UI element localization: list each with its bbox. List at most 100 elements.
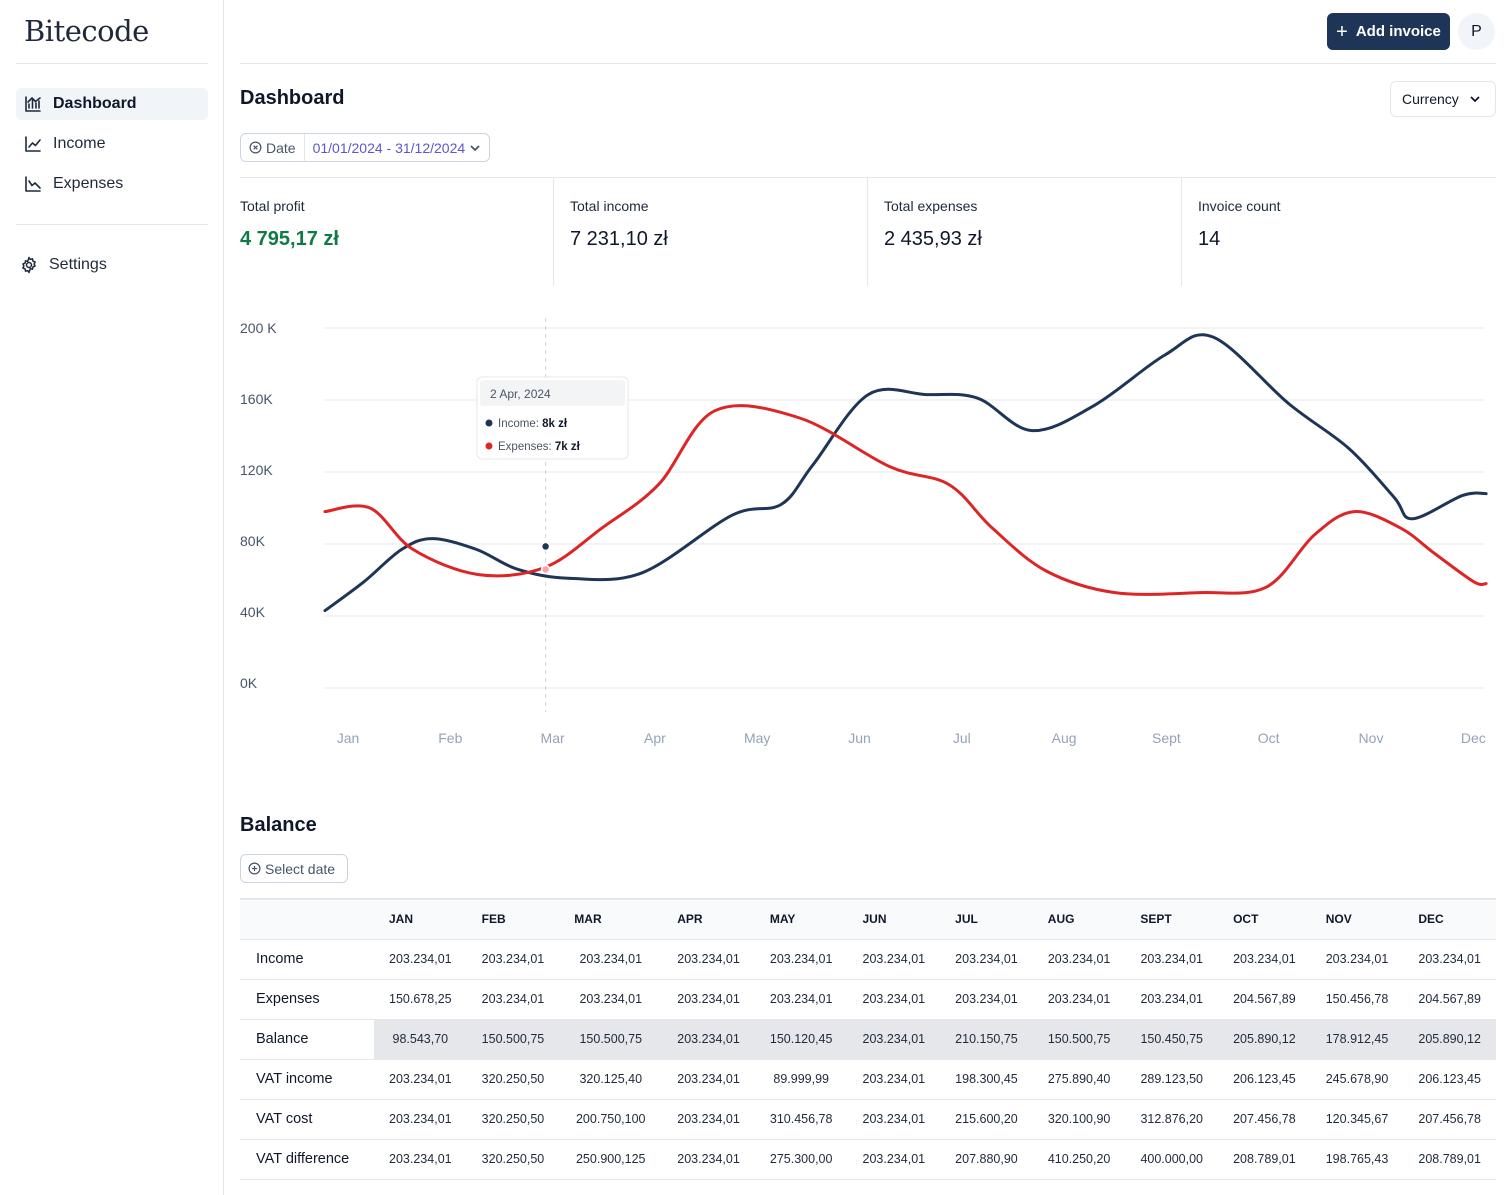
table-cell: 198.300,45: [940, 1059, 1033, 1100]
y-tick-label: 120K: [240, 462, 273, 478]
date-filter: Date 01/01/2024 - 31/12/2024: [240, 133, 491, 162]
stat-label: Invoice count: [1198, 198, 1281, 214]
column-header: MAR: [559, 898, 663, 940]
table-cell: 410.250,20: [1032, 1139, 1126, 1180]
currency-select[interactable]: Currency: [1390, 81, 1496, 117]
date-filter-label: Date: [266, 139, 296, 156]
sidebar-item-label: Dashboard: [53, 95, 137, 112]
table-cell: 203.234,01: [1125, 939, 1219, 980]
table-cell: 204.567,89: [1403, 979, 1496, 1020]
table-cell: 205.890,12: [1403, 1019, 1496, 1060]
tooltip-item-value: 8k zł: [542, 418, 568, 430]
sidebar-item-dashboard[interactable]: Dashboard: [16, 88, 208, 120]
stat-value: 4 795,17 zł: [240, 228, 339, 250]
gear-icon: [22, 256, 36, 274]
sidebar-item-settings[interactable]: Settings: [12, 249, 204, 281]
table-cell: 275.890,40: [1032, 1059, 1126, 1100]
table-cell: 400.000,00: [1125, 1139, 1219, 1180]
table-cell: 203.234,01: [559, 939, 663, 980]
income-hover-point: [540, 541, 551, 552]
table-cell: 120.345,67: [1310, 1099, 1404, 1140]
close-circle-icon: [249, 141, 262, 154]
table-cell: 320.250,50: [466, 1059, 560, 1100]
avatar[interactable]: P: [1458, 13, 1495, 50]
table-row: VAT difference 203.234,01 320.250,50 250.90…: [240, 1139, 1496, 1180]
sidebar-item-income[interactable]: Income: [16, 128, 208, 160]
table-cell: 150.450,75: [1125, 1019, 1219, 1060]
table-cell: 203.234,01: [1125, 979, 1219, 1020]
table-cell: 203.234,01: [662, 1019, 755, 1060]
date-range-value: 01/01/2024 - 31/12/2024: [312, 139, 466, 156]
table-cell: 206.123,45: [1218, 1059, 1311, 1100]
table-cell: 250.900,125: [559, 1139, 663, 1180]
column-header: FEB: [466, 898, 560, 940]
table-cell: 310.456,78: [754, 1099, 848, 1140]
table-cell: 150.500,75: [559, 1019, 663, 1060]
x-tick-label: Jun: [848, 730, 871, 746]
y-tick-label: 160K: [240, 391, 273, 407]
table-cell: 206.123,45: [1403, 1059, 1496, 1100]
row-label: Income: [240, 939, 374, 980]
tooltip-header: [480, 380, 625, 406]
x-tick-label: Oct: [1258, 730, 1280, 746]
row-label: Expenses: [240, 979, 374, 1020]
date-range-select[interactable]: 01/01/2024 - 31/12/2024: [305, 134, 490, 161]
tooltip-legend-dot: [485, 419, 493, 427]
row-label: Balance: [240, 1019, 374, 1060]
table-cell: 203.234,01: [662, 1059, 755, 1100]
table-cell: 203.234,01: [1218, 939, 1311, 980]
table-cell: 320.100,90: [1032, 1099, 1126, 1140]
table-cell: 215.600,20: [940, 1099, 1033, 1140]
currency-label: Currency: [1402, 91, 1459, 107]
table-cell: 198.765,43: [1310, 1139, 1404, 1180]
table-cell: 203.234,01: [662, 1139, 755, 1180]
tooltip-legend-dot: [485, 442, 493, 450]
table-cell: 203.234,01: [374, 1059, 467, 1100]
sidebar-item-expenses[interactable]: Expenses: [16, 168, 208, 200]
x-tick-label: Sept: [1152, 730, 1181, 746]
table-cell: 203.234,01: [662, 979, 755, 1020]
sidebar-divider: [16, 224, 208, 225]
sidebar-item-label: Expenses: [53, 175, 124, 192]
column-header: NOV: [1310, 898, 1404, 940]
table-cell: 203.234,01: [1032, 979, 1126, 1020]
column-header: DEC: [1403, 898, 1496, 940]
column-header: AUG: [1032, 898, 1126, 940]
column-header: JUL: [940, 898, 1033, 940]
table-cell: 208.789,01: [1403, 1139, 1496, 1180]
balance-title: Balance: [240, 814, 317, 836]
table-cell: 150.678,25: [374, 979, 467, 1020]
select-date-button[interactable]: Select date: [240, 854, 348, 883]
column-header: SEPT: [1125, 898, 1219, 940]
chart-bars-icon: [25, 96, 41, 112]
table-cell: 275.300,00: [754, 1139, 848, 1180]
tooltip-item-name: Expenses:: [498, 441, 555, 453]
table-cell: 204.567,89: [1218, 979, 1311, 1020]
table-cell: 203.234,01: [940, 979, 1033, 1020]
stat-value: 14: [1198, 228, 1221, 250]
page-title: Dashboard: [240, 87, 345, 109]
x-tick-label: Jul: [953, 730, 971, 746]
table-cell: 98.543,70: [374, 1019, 467, 1060]
table-cell: 203.234,01: [847, 979, 941, 1020]
chart-line-down-icon: [25, 176, 41, 192]
app-logo[interactable]: Bitecode: [24, 14, 149, 48]
stat-label: Total expenses: [884, 198, 978, 214]
add-invoice-button[interactable]: + Add invoice: [1327, 13, 1450, 50]
y-tick-label: 0K: [240, 675, 258, 691]
row-label: VAT income: [240, 1059, 374, 1100]
header-divider: [240, 63, 1496, 64]
table-row: VAT income 203.234,01 320.250,50 320.125,40…: [240, 1059, 1496, 1100]
table-cell: 203.234,01: [1310, 939, 1404, 980]
table-cell: 203.234,01: [847, 1019, 941, 1060]
table-cell: 150.500,75: [466, 1019, 560, 1060]
table-cell: 203.234,01: [466, 939, 560, 980]
date-filter-clear[interactable]: Date: [241, 134, 305, 161]
table-cell: 203.234,01: [662, 1099, 755, 1140]
table-cell: 320.125,40: [559, 1059, 663, 1100]
stat-divider: [553, 178, 554, 286]
column-header: MAY: [754, 898, 848, 940]
y-tick-label: 40K: [240, 604, 266, 620]
table-cell: 203.234,01: [374, 1099, 467, 1140]
table-cell: 207.880,90: [940, 1139, 1033, 1180]
